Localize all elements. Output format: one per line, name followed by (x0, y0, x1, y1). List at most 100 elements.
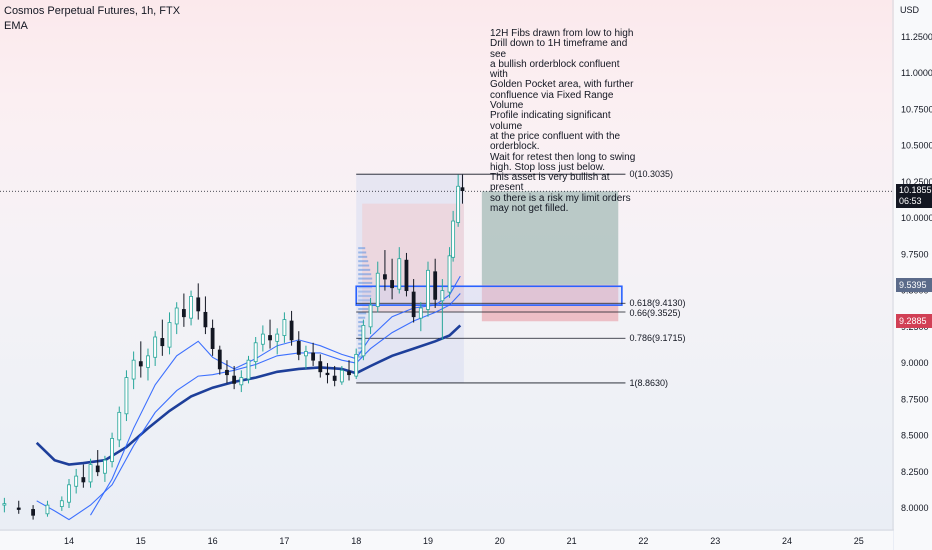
candle-body[interactable] (404, 259, 409, 292)
candle-body[interactable] (440, 290, 445, 302)
volume-profile-bar (358, 342, 363, 345)
candle-body[interactable] (31, 509, 36, 516)
price-tick-label: 8.2500 (901, 467, 929, 477)
candle-body[interactable] (110, 438, 114, 463)
candle-body[interactable] (383, 274, 387, 280)
fib-level-label: 0.66(9.3525) (629, 308, 680, 318)
candle-body[interactable] (368, 304, 373, 328)
price-tick-label: 9.7500 (901, 249, 929, 259)
candle-body[interactable] (88, 464, 93, 483)
candle-body[interactable] (225, 369, 229, 376)
volume-profile-bar (358, 338, 364, 341)
volume-profile-bar (358, 316, 366, 319)
candle-body[interactable] (311, 352, 316, 361)
take-profit-zone[interactable] (481, 191, 619, 285)
candle-body[interactable] (282, 319, 287, 336)
candle-body[interactable] (95, 465, 100, 473)
price-tick-label: 8.0000 (901, 503, 929, 513)
candle-body[interactable] (397, 258, 402, 290)
price-tick-label: 8.7500 (901, 394, 929, 404)
price-tick-label: 10.5000 (901, 141, 932, 151)
candle-body[interactable] (81, 477, 86, 483)
candle-body[interactable] (347, 371, 351, 376)
time-tick-label: 24 (782, 536, 792, 546)
symbol-title[interactable]: Cosmos Perpetual Futures, 1h, FTX (4, 5, 181, 17)
price-tick-label: 8.5000 (901, 431, 929, 441)
candle-body[interactable] (196, 297, 201, 312)
currency-label: USD (900, 5, 920, 15)
candle-body[interactable] (460, 187, 465, 192)
candle-body[interactable] (339, 369, 344, 383)
candle-body[interactable] (451, 220, 456, 258)
time-tick-label: 18 (351, 536, 361, 546)
candle-body[interactable] (418, 307, 423, 319)
candle-body[interactable] (354, 353, 359, 377)
candle-body[interactable] (447, 255, 452, 293)
volume-profile-bar (358, 273, 372, 276)
candle-body[interactable] (375, 272, 380, 307)
candle-body[interactable] (124, 377, 129, 415)
candle-body[interactable] (174, 307, 179, 325)
candle-body[interactable] (318, 361, 323, 373)
candle-body[interactable] (332, 375, 337, 381)
candle-body[interactable] (456, 185, 461, 223)
candle-body[interactable] (203, 311, 208, 328)
price-tick-label: 10.2500 (901, 177, 932, 187)
candle-body[interactable] (189, 296, 193, 319)
candle-body[interactable] (138, 361, 143, 367)
ema-line[interactable] (90, 275, 461, 516)
candle-body[interactable] (253, 342, 258, 363)
candle-body[interactable] (131, 359, 136, 380)
volume-profile-bar (358, 299, 371, 302)
candle-body[interactable] (246, 359, 251, 380)
candle-body[interactable] (181, 309, 186, 318)
candle-body[interactable] (103, 459, 107, 474)
candle-body[interactable] (16, 507, 21, 510)
candle-body[interactable] (146, 355, 150, 368)
candle-body[interactable] (426, 269, 430, 310)
candle-body[interactable] (2, 503, 7, 506)
volume-profile-bar (358, 260, 369, 263)
candle-body[interactable] (210, 327, 215, 349)
candle-body[interactable] (361, 324, 366, 357)
candle-body[interactable] (167, 322, 172, 348)
volume-profile-bar (358, 286, 373, 289)
idea-annotation[interactable]: 12H Fibs drawn from low to high Drill do… (490, 28, 636, 215)
volume-profile-bar (358, 312, 367, 315)
candle-body[interactable] (217, 349, 222, 370)
candle-body[interactable] (232, 375, 237, 384)
candle-body[interactable] (74, 475, 79, 487)
candle-body[interactable] (275, 333, 280, 342)
candle-body[interactable] (59, 500, 64, 507)
candle-body[interactable] (45, 504, 50, 515)
candle-body[interactable] (304, 351, 308, 357)
candle-body[interactable] (239, 377, 244, 386)
candle-body[interactable] (390, 280, 395, 289)
candle-body[interactable] (153, 336, 158, 358)
orderblock-box[interactable] (355, 285, 623, 306)
time-tick-label: 17 (279, 536, 289, 546)
indicator-label[interactable]: EMA (4, 20, 28, 32)
time-axis-panel[interactable] (0, 531, 893, 550)
price-axis-panel[interactable] (894, 0, 932, 550)
candle-body[interactable] (411, 291, 416, 318)
price-tick-label: 11.2500 (901, 32, 932, 42)
candle-body[interactable] (289, 320, 294, 341)
volume-profile-bar (358, 251, 367, 254)
price-tick-label: 10.0000 (901, 213, 932, 223)
candle-body[interactable] (260, 333, 265, 345)
candle-body[interactable] (160, 338, 165, 347)
volume-profile-bar (358, 321, 365, 324)
candle-body[interactable] (67, 484, 71, 503)
candle-body[interactable] (325, 372, 330, 376)
candle-body[interactable] (268, 335, 272, 341)
candle-body[interactable] (433, 271, 438, 300)
volume-profile-bar (358, 329, 364, 332)
candle-body[interactable] (296, 340, 301, 355)
fib-level-label: 0(10.3035) (629, 169, 673, 179)
time-tick-label: 25 (854, 536, 864, 546)
time-tick-label: 14 (64, 536, 74, 546)
candle-body[interactable] (117, 411, 122, 441)
